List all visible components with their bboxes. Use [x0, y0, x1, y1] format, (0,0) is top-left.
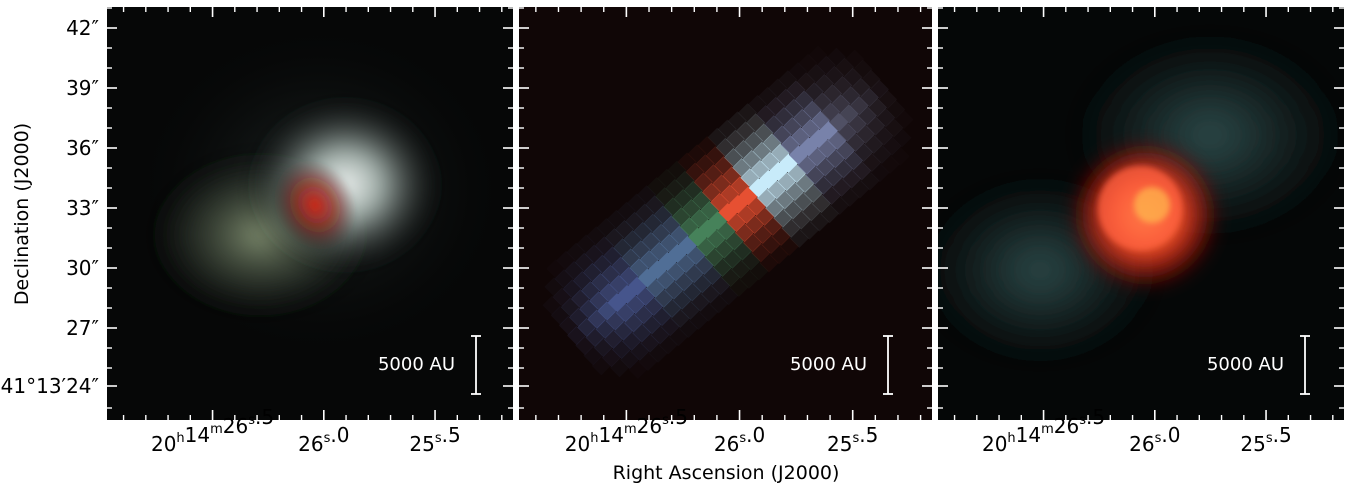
x-axis-title: Right Ascension (J2000)	[613, 462, 840, 484]
tick-marks	[107, 7, 1344, 420]
ra-tick-label: 26s.0	[714, 423, 765, 456]
dec-tick-label: 39″	[66, 76, 99, 100]
panel-3	[938, 7, 1344, 420]
panel-2-pixel-blocks	[542, 45, 914, 380]
y-axis-title: Declination (J2000)	[11, 123, 33, 305]
dec-tick-labels: 42″ 39″ 36″ 33″ 30″ 27″ 41°13′24″	[1, 16, 99, 398]
panel-3-image	[938, 25, 1344, 370]
panel-2	[519, 7, 932, 420]
dec-tick-label: 30″	[66, 256, 99, 280]
ra-tick-label: 20h14m26s.5	[565, 405, 688, 456]
ra-tick-labels: 20h14m26s.5 26s.0 25s.5 20h14m26s.5 26s.0 25s…	[151, 405, 1292, 456]
panel-1	[107, 7, 513, 420]
ra-tick-label: 26s.0	[1129, 423, 1180, 456]
scalebar-label: 5000 AU	[790, 354, 867, 375]
panel-2-image	[519, 7, 932, 420]
ra-tick-label: 20h14m26s.5	[151, 405, 274, 456]
dec-tick-label: 36″	[66, 136, 99, 160]
ra-tick-label: 25s.5	[827, 423, 878, 456]
panel-1-scalebar: 5000 AU	[378, 335, 481, 395]
dec-tick-label: 41°13′24″	[1, 374, 99, 398]
panel-3-scalebar: 5000 AU	[1207, 335, 1310, 395]
ra-tick-label: 25s.5	[409, 423, 460, 456]
dec-tick-label: 33″	[66, 196, 99, 220]
scalebars: 5000 AU 5000 AU 5000 AU	[378, 335, 1310, 395]
panel-2-scalebar: 5000 AU	[790, 335, 893, 395]
panel-1-image	[130, 20, 510, 360]
scalebar-label: 5000 AU	[1207, 354, 1284, 375]
dec-tick-label: 27″	[66, 316, 99, 340]
ra-tick-label: 25s.5	[1240, 423, 1291, 456]
dec-tick-label: 42″	[66, 16, 99, 40]
scalebar-label: 5000 AU	[378, 354, 455, 375]
ra-tick-label: 26s.0	[298, 423, 349, 456]
ra-tick-label: 20h14m26s.5	[982, 405, 1105, 456]
